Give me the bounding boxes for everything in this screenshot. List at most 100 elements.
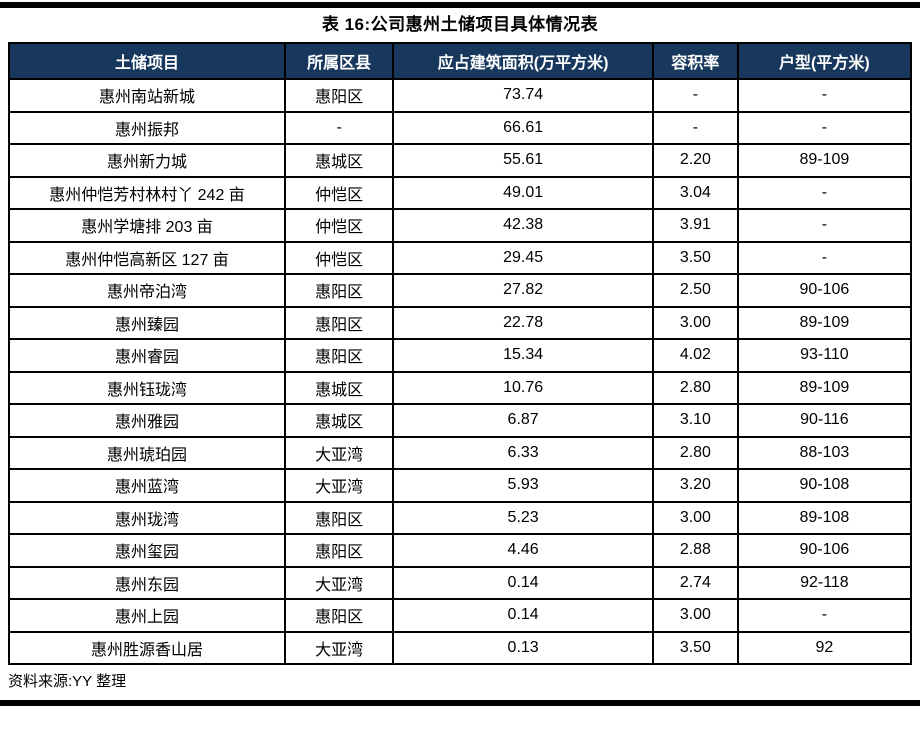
table-row: 惠州蓝湾 大亚湾 5.93 3.20 90-108 <box>8 468 913 503</box>
plot-ratio-cell: - <box>652 110 739 145</box>
area-cell: 4.46 <box>392 533 654 568</box>
area-cell: 66.61 <box>392 110 654 145</box>
district-cell: 大亚湾 <box>283 565 395 600</box>
unit-type-cell: 89-108 <box>736 500 913 535</box>
area-cell: 42.38 <box>392 208 654 243</box>
area-cell: 0.14 <box>392 565 654 600</box>
table-row: 惠州玺园 惠阳区 4.46 2.88 90-106 <box>8 533 913 568</box>
plot-ratio-cell: 2.88 <box>652 533 739 568</box>
col-header-plot-ratio: 容积率 <box>652 42 739 80</box>
table-row: 惠州胜源香山居 大亚湾 0.13 3.50 92 <box>8 630 913 665</box>
plot-ratio-cell: 3.50 <box>652 240 739 275</box>
unit-type-cell: - <box>736 240 913 275</box>
area-cell: 6.87 <box>392 403 654 438</box>
district-cell: 惠阳区 <box>283 598 395 633</box>
district-cell: 仲恺区 <box>283 240 395 275</box>
plot-ratio-cell: 2.80 <box>652 435 739 470</box>
district-cell: 大亚湾 <box>283 468 395 503</box>
unit-type-cell: 90-108 <box>736 468 913 503</box>
unit-type-cell: 90-106 <box>736 273 913 308</box>
table-header: 土储项目 所属区县 应占建筑面积(万平方米) 容积率 户型(平方米) <box>8 42 913 80</box>
district-cell: 惠城区 <box>283 370 395 405</box>
table-body: 惠州南站新城 惠阳区 73.74- - 惠州振邦 -66.61- - 惠州新力城 惠城区 55.6… <box>8 78 913 665</box>
plot-ratio-cell: 2.80 <box>652 370 739 405</box>
area-cell: 6.33 <box>392 435 654 470</box>
col-header-project: 土储项目 <box>8 42 286 80</box>
plot-ratio-cell: 3.50 <box>652 630 739 665</box>
plot-ratio-cell: 2.20 <box>652 143 739 178</box>
area-cell: 55.61 <box>392 143 654 178</box>
unit-type-cell: 90-116 <box>736 403 913 438</box>
bottom-rule <box>0 700 920 706</box>
project-name-cell: 惠州臻园 <box>8 305 286 340</box>
district-cell: 惠阳区 <box>283 273 395 308</box>
project-name-cell: 惠州仲恺芳村林村丫 242 亩 <box>8 175 286 210</box>
area-cell: 5.23 <box>392 500 654 535</box>
plot-ratio-cell: 2.50 <box>652 273 739 308</box>
district-cell: 惠阳区 <box>283 338 395 373</box>
project-name-cell: 惠州钰珑湾 <box>8 370 286 405</box>
project-name-cell: 惠州帝泊湾 <box>8 273 286 308</box>
table-row: 惠州琥珀园 大亚湾 6.33 2.80 88-103 <box>8 435 913 470</box>
area-cell: 22.78 <box>392 305 654 340</box>
unit-type-cell: 93-110 <box>736 338 913 373</box>
district-cell: 大亚湾 <box>283 630 395 665</box>
district-cell: 仲恺区 <box>283 175 395 210</box>
district-cell: 惠阳区 <box>283 500 395 535</box>
project-name-cell: 惠州上园 <box>8 598 286 633</box>
district-cell: 惠阳区 <box>283 533 395 568</box>
land-reserve-table: 土储项目 所属区县 应占建筑面积(万平方米) 容积率 户型(平方米) 惠州南站新… <box>8 42 913 665</box>
plot-ratio-cell: 4.02 <box>652 338 739 373</box>
col-header-area: 应占建筑面积(万平方米) <box>392 42 654 80</box>
district-cell: 大亚湾 <box>283 435 395 470</box>
table-row: 惠州仲恺芳村林村丫 242 亩仲恺区 49.01 3.04- <box>8 175 913 210</box>
unit-type-cell: 88-103 <box>736 435 913 470</box>
table-row: 惠州东园 大亚湾 0.14 2.74 92-118 <box>8 565 913 600</box>
project-name-cell: 惠州睿园 <box>8 338 286 373</box>
district-cell: 惠阳区 <box>283 78 395 113</box>
table-row: 惠州南站新城 惠阳区 73.74- - <box>8 78 913 113</box>
district-cell: - <box>283 110 395 145</box>
plot-ratio-cell: 3.00 <box>652 598 739 633</box>
unit-type-cell: 89-109 <box>736 305 913 340</box>
table-row: 惠州上园 惠阳区 0.14 3.00- <box>8 598 913 633</box>
col-header-unit-type: 户型(平方米) <box>736 42 913 80</box>
table-row: 惠州臻园 惠阳区 22.78 3.00 89-109 <box>8 305 913 340</box>
project-name-cell: 惠州雅园 <box>8 403 286 438</box>
unit-type-cell: 89-109 <box>736 370 913 405</box>
project-name-cell: 惠州玺园 <box>8 533 286 568</box>
table-row: 惠州新力城 惠城区 55.61 2.20 89-109 <box>8 143 913 178</box>
unit-type-cell: - <box>736 78 913 113</box>
project-name-cell: 惠州学塘排 203 亩 <box>8 208 286 243</box>
project-name-cell: 惠州仲恺高新区 127 亩 <box>8 240 286 275</box>
unit-type-cell: 89-109 <box>736 143 913 178</box>
project-name-cell: 惠州新力城 <box>8 143 286 178</box>
table-row: 惠州珑湾 惠阳区 5.23 3.00 89-108 <box>8 500 913 535</box>
unit-type-cell: 92-118 <box>736 565 913 600</box>
col-header-district: 所属区县 <box>283 42 395 80</box>
unit-type-cell: 92 <box>736 630 913 665</box>
area-cell: 5.93 <box>392 468 654 503</box>
plot-ratio-cell: 3.10 <box>652 403 739 438</box>
area-cell: 73.74 <box>392 78 654 113</box>
project-name-cell: 惠州琥珀园 <box>8 435 286 470</box>
project-name-cell: 惠州胜源香山居 <box>8 630 286 665</box>
area-cell: 49.01 <box>392 175 654 210</box>
plot-ratio-cell: 2.74 <box>652 565 739 600</box>
plot-ratio-cell: 3.04 <box>652 175 739 210</box>
table-row: 惠州仲恺高新区 127 亩仲恺区 29.45 3.50- <box>8 240 913 275</box>
unit-type-cell: - <box>736 598 913 633</box>
area-cell: 10.76 <box>392 370 654 405</box>
table-row: 惠州睿园 惠阳区 15.34 4.02 93-110 <box>8 338 913 373</box>
header-row: 土储项目 所属区县 应占建筑面积(万平方米) 容积率 户型(平方米) <box>8 42 913 80</box>
table-row: 惠州振邦 -66.61- - <box>8 110 913 145</box>
table-row: 惠州钰珑湾 惠城区 10.76 2.80 89-109 <box>8 370 913 405</box>
table-row: 惠州雅园 惠城区 6.87 3.10 90-116 <box>8 403 913 438</box>
unit-type-cell: 90-106 <box>736 533 913 568</box>
area-cell: 0.14 <box>392 598 654 633</box>
unit-type-cell: - <box>736 175 913 210</box>
table-title: 表 16:公司惠州土储项目具体情况表 <box>321 15 599 34</box>
project-name-cell: 惠州南站新城 <box>8 78 286 113</box>
district-cell: 惠阳区 <box>283 305 395 340</box>
table-row: 惠州学塘排 203 亩仲恺区 42.38 3.91- <box>8 208 913 243</box>
